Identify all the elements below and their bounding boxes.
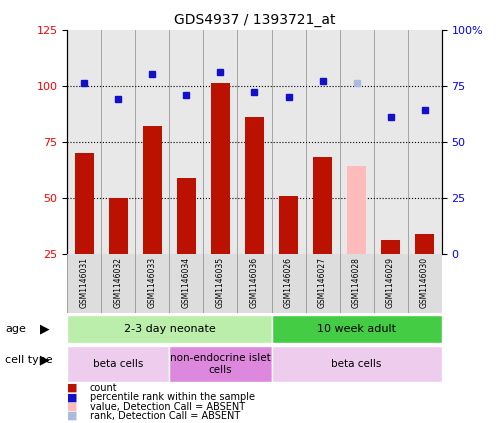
Bar xyxy=(279,195,298,254)
Text: age: age xyxy=(5,324,26,334)
Text: ■: ■ xyxy=(67,401,78,412)
Text: GSM1146029: GSM1146029 xyxy=(386,257,395,308)
Text: GSM1146035: GSM1146035 xyxy=(216,257,225,308)
Bar xyxy=(339,30,374,254)
Text: ▶: ▶ xyxy=(40,322,50,335)
Text: ▶: ▶ xyxy=(40,353,50,366)
Bar xyxy=(271,315,442,343)
Bar xyxy=(177,178,196,254)
Bar xyxy=(211,83,230,254)
Bar xyxy=(170,30,204,254)
Bar xyxy=(135,30,170,254)
Bar xyxy=(204,30,238,254)
Bar xyxy=(415,233,434,254)
Text: count: count xyxy=(90,383,117,393)
Bar xyxy=(313,157,332,254)
Bar xyxy=(101,30,135,254)
Text: GSM1146033: GSM1146033 xyxy=(148,257,157,308)
Text: ■: ■ xyxy=(67,411,78,421)
Bar xyxy=(238,30,271,254)
Bar xyxy=(305,30,339,254)
Title: GDS4937 / 1393721_at: GDS4937 / 1393721_at xyxy=(174,13,335,27)
Bar xyxy=(67,315,271,343)
Bar xyxy=(271,346,442,382)
Text: value, Detection Call = ABSENT: value, Detection Call = ABSENT xyxy=(90,401,245,412)
Bar xyxy=(381,240,400,254)
Text: percentile rank within the sample: percentile rank within the sample xyxy=(90,392,255,402)
Text: GSM1146031: GSM1146031 xyxy=(80,257,89,308)
Text: GSM1146032: GSM1146032 xyxy=(114,257,123,308)
Text: GSM1146034: GSM1146034 xyxy=(182,257,191,308)
Bar xyxy=(109,198,128,254)
Bar xyxy=(67,30,101,254)
Bar xyxy=(170,346,271,382)
Text: GSM1146026: GSM1146026 xyxy=(284,257,293,308)
Bar xyxy=(408,30,442,254)
Bar xyxy=(143,126,162,254)
Text: GSM1146036: GSM1146036 xyxy=(250,257,259,308)
Text: beta cells: beta cells xyxy=(331,359,382,369)
Text: non-endocrine islet
cells: non-endocrine islet cells xyxy=(170,353,271,375)
Text: GSM1146030: GSM1146030 xyxy=(420,257,429,308)
Text: 2-3 day neonate: 2-3 day neonate xyxy=(124,324,215,334)
Bar xyxy=(75,153,94,254)
Text: 10 week adult: 10 week adult xyxy=(317,324,396,334)
Text: cell type: cell type xyxy=(5,354,52,365)
Text: ■: ■ xyxy=(67,383,78,393)
Bar xyxy=(347,166,366,254)
Bar xyxy=(67,346,170,382)
Text: GSM1146028: GSM1146028 xyxy=(352,257,361,308)
Text: ■: ■ xyxy=(67,392,78,402)
Bar xyxy=(374,30,408,254)
Text: GSM1146027: GSM1146027 xyxy=(318,257,327,308)
Text: beta cells: beta cells xyxy=(93,359,144,369)
Bar xyxy=(245,117,264,254)
Text: rank, Detection Call = ABSENT: rank, Detection Call = ABSENT xyxy=(90,411,240,421)
Bar xyxy=(271,30,305,254)
